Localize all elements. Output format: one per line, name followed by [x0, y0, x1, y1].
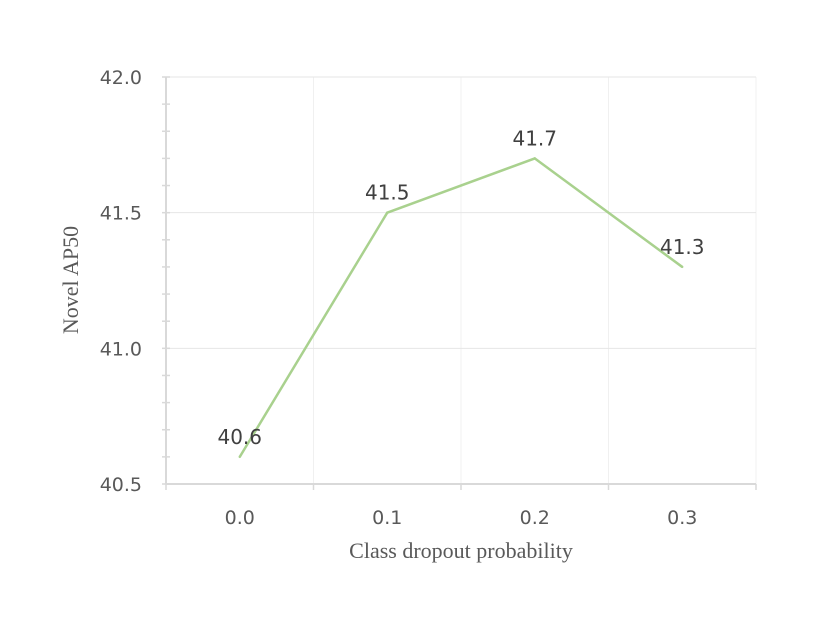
- data-label: 40.6: [217, 425, 262, 449]
- data-point: [238, 455, 241, 459]
- y-tick-label: 42.0: [100, 67, 142, 89]
- data-point: [681, 265, 684, 269]
- grid-lines: [166, 76, 757, 485]
- data-label: 41.7: [512, 126, 557, 150]
- x-tick-label: 0.1: [372, 507, 402, 529]
- x-tick-label: 0.0: [225, 507, 255, 529]
- y-tick-label: 40.5: [100, 474, 142, 496]
- x-tick-label: 0.3: [667, 507, 697, 529]
- y-axis-title: Novel AP50: [58, 226, 83, 334]
- x-tick-label: 0.2: [520, 507, 550, 529]
- series-group: [238, 156, 684, 459]
- y-tick-label: 41.5: [100, 203, 142, 225]
- data-point: [386, 211, 389, 214]
- y-axis-ticks: 40.5 41.0 41.5 42.0: [100, 67, 170, 496]
- data-label: 41.5: [365, 181, 410, 205]
- x-axis-title: Class dropout probability: [349, 538, 573, 563]
- y-tick-label: 41.0: [100, 338, 142, 360]
- data-labels: 40.6 41.5 41.7 41.3: [217, 126, 704, 448]
- data-label: 41.3: [660, 235, 705, 259]
- data-point: [533, 157, 536, 160]
- series-line: [238, 156, 683, 458]
- x-axis-ticks: 0.0 0.1 0.2 0.3: [165, 484, 757, 529]
